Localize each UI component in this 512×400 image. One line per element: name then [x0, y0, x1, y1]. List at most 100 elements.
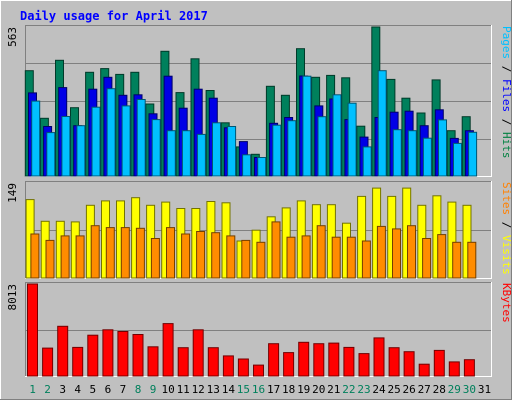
bar-sites-day-25	[392, 228, 401, 279]
x-tick-label-11: 11	[177, 383, 190, 396]
y-max-label-kbytes: 8013	[6, 284, 19, 311]
x-axis-labels: 1 2 3 4 5 6 7 8 9 10 11 12 13 14 15 16 17 18 19 20 21 22 23 24 2…	[29, 383, 491, 396]
bar-kbytes-day-22	[343, 346, 355, 377]
bar-kbytes-day-17	[268, 343, 280, 377]
y-max-label-hits: 563	[6, 27, 19, 47]
bar-pages-day-12	[196, 133, 206, 177]
bar-pages-day-28	[438, 119, 447, 177]
panel-kbytes: 8013 KBytes	[6, 282, 512, 377]
bar-pages-day-17	[272, 124, 282, 177]
bar-sites-day-10	[166, 227, 175, 279]
bar-visits-day-29	[447, 201, 457, 279]
bar-kbytes-day-5	[87, 334, 99, 377]
bar-kbytes-day-16	[253, 364, 264, 377]
panel-visits: 149 Sites / Visits	[6, 181, 512, 279]
bar-sites-day-24	[376, 225, 386, 279]
x-tick-label-14: 14	[222, 383, 236, 396]
bar-pages-day-5	[91, 106, 101, 177]
legend-segment: Hits	[500, 132, 512, 159]
bar-pages-day-4	[76, 125, 86, 177]
bar-kbytes-day-6	[102, 329, 114, 377]
bar-kbytes-day-26	[403, 351, 415, 377]
bar-kbytes-day-3	[57, 325, 69, 377]
x-tick-label-6: 6	[105, 383, 112, 396]
bar-sites-day-12	[196, 231, 206, 279]
bar-kbytes-day-24	[373, 337, 385, 377]
legend-segment: KBytes	[500, 283, 512, 323]
legend-segment: /	[500, 59, 512, 79]
x-tick-label-21: 21	[327, 383, 340, 396]
bar-pages-day-30	[468, 131, 478, 177]
x-tick-label-9: 9	[150, 383, 157, 396]
x-tick-label-31: 31	[478, 383, 491, 396]
bar-sites-day-18	[286, 236, 296, 279]
x-tick-label-17: 17	[267, 383, 280, 396]
bar-sites-day-13	[211, 232, 221, 279]
bar-pages-day-15	[242, 154, 252, 177]
bar-pages-day-14	[227, 126, 237, 177]
bar-sites-day-19	[301, 235, 311, 279]
bar-sites-day-30	[467, 241, 477, 279]
bar-kbytes-day-8	[132, 334, 144, 377]
bar-kbytes-day-27	[418, 363, 430, 377]
bar-pages-day-8	[136, 99, 146, 177]
bar-sites-day-28	[437, 234, 447, 279]
bar-pages-day-18	[287, 120, 297, 177]
bar-kbytes-day-7	[117, 331, 129, 377]
x-tick-label-25: 25	[387, 383, 400, 396]
x-tick-label-24: 24	[372, 383, 386, 396]
bar-pages-day-13	[212, 122, 221, 177]
bar-kbytes-day-4	[72, 346, 84, 377]
bar-kbytes-day-20	[313, 343, 325, 377]
bar-pages-day-10	[166, 130, 176, 177]
bar-sites-day-17	[271, 221, 281, 279]
bar-kbytes-day-12	[192, 329, 204, 377]
bar-pages-day-25	[392, 129, 402, 177]
bar-sites-day-26	[407, 225, 416, 279]
y-max-label-visits: 149	[6, 183, 19, 203]
x-tick-label-8: 8	[135, 383, 142, 396]
x-tick-label-7: 7	[120, 383, 127, 396]
bar-visits-day-30	[462, 204, 472, 279]
bar-sites-day-11	[181, 233, 191, 279]
bar-sites-day-4	[75, 235, 85, 279]
bar-pages-day-20	[317, 116, 327, 177]
x-tick-label-18: 18	[282, 383, 295, 396]
bar-pages-day-2	[46, 132, 56, 177]
legend-visits: Sites / Visits	[500, 182, 512, 275]
bar-pages-day-23	[362, 146, 372, 177]
x-tick-label-4: 4	[74, 383, 81, 396]
bar-sites-day-16	[256, 241, 266, 279]
bar-kbytes-day-15	[237, 358, 249, 377]
bar-sites-day-22	[346, 236, 356, 279]
bar-pages-day-21	[332, 94, 342, 177]
legend-segment: Visits	[500, 235, 512, 275]
legend-segment: /	[500, 215, 512, 235]
bar-kbytes-day-23	[358, 353, 370, 377]
bar-sites-day-5	[90, 225, 100, 279]
bar-sites-day-8	[135, 227, 145, 279]
bar-kbytes-day-18	[283, 352, 295, 377]
x-tick-label-26: 26	[402, 383, 415, 396]
panel-hits: 563 Pages / Files / Hits	[6, 25, 512, 177]
legend-hits: Pages / Files / Hits	[500, 26, 512, 159]
bar-sites-day-29	[452, 241, 462, 279]
bar-pages-day-1	[31, 100, 41, 177]
bar-pages-day-29	[453, 142, 462, 177]
legend-segment: Pages	[500, 26, 512, 59]
legend-kbytes: KBytes	[500, 283, 512, 323]
bar-pages-day-27	[422, 137, 432, 177]
bar-kbytes-day-30	[463, 359, 475, 377]
bar-sites-day-3	[60, 235, 70, 279]
bar-pages-day-24	[377, 70, 387, 177]
x-tick-label-23: 23	[357, 383, 370, 396]
bar-kbytes-day-9	[147, 346, 159, 377]
bar-sites-day-23	[361, 240, 371, 279]
bar-kbytes-day-1	[27, 283, 38, 377]
x-tick-label-5: 5	[89, 383, 96, 396]
bar-pages-day-22	[347, 102, 357, 177]
bar-sites-day-9	[150, 238, 160, 279]
x-tick-label-29: 29	[448, 383, 461, 396]
bar-visits-day-23	[357, 195, 367, 279]
